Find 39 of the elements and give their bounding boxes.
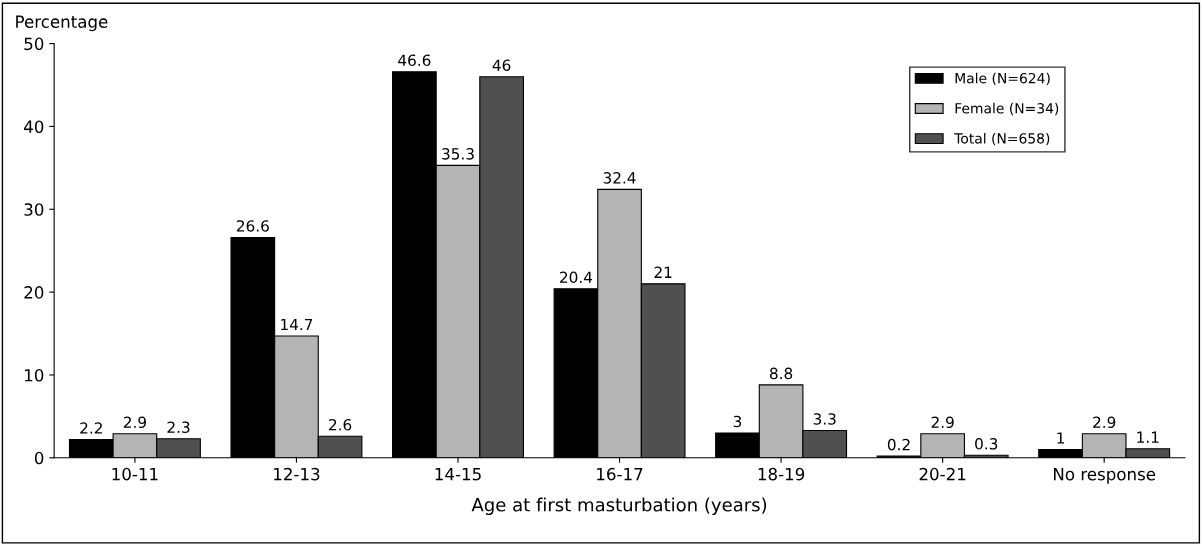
data-label: 2.3	[167, 421, 190, 434]
legend-label: Female (N=34)	[955, 102, 1059, 116]
data-label: 2.9	[123, 416, 146, 429]
data-label: 8.8	[769, 367, 793, 380]
data-label: 3.3	[813, 413, 836, 425]
data-label: 46.6	[398, 54, 431, 67]
data-label: 26.6	[236, 220, 269, 232]
data-label: 3	[733, 415, 742, 428]
data-label: 2.2	[80, 422, 102, 434]
data-label: 2.6	[329, 418, 352, 431]
legend-label: Male (N=624)	[955, 72, 1050, 86]
data-label: 20.4	[560, 271, 593, 284]
data-label: 2.9	[931, 416, 954, 429]
x-axis-title: Age at first masturbation (years)	[471, 497, 767, 516]
y-tick-label: 20	[24, 286, 44, 299]
data-label: 1.1	[1137, 431, 1159, 443]
data-label: 0.2	[887, 438, 910, 451]
x-tick-label: 12-13	[274, 467, 320, 481]
data-label: 35.3	[442, 148, 474, 160]
x-tick-label: 16-17	[597, 467, 643, 481]
x-tick-label: 14-15	[435, 468, 481, 481]
x-tick-label: 18-19	[758, 467, 805, 481]
y-tick-label: 10	[25, 368, 44, 382]
y-tick-label: 0	[34, 451, 44, 465]
data-label: 1	[1057, 432, 1065, 444]
y-tick-label: 30	[24, 203, 44, 216]
data-label: 2.9	[1093, 416, 1116, 429]
x-tick-label: 10-11	[112, 467, 158, 481]
y-tick-label: 50	[24, 37, 44, 51]
data-label: 21	[654, 266, 672, 278]
x-tick-label: No response	[1053, 468, 1156, 484]
legend-label: Total (N=658)	[954, 132, 1050, 146]
data-label: 46	[492, 59, 511, 71]
data-label: 0.3	[975, 438, 998, 450]
data-label: 14.7	[281, 318, 313, 331]
y-tick-label: 40	[24, 120, 44, 134]
y-axis-title: Percentage	[16, 15, 108, 32]
data-label: 32.4	[603, 172, 636, 184]
x-tick-label: 20-21	[919, 467, 966, 481]
